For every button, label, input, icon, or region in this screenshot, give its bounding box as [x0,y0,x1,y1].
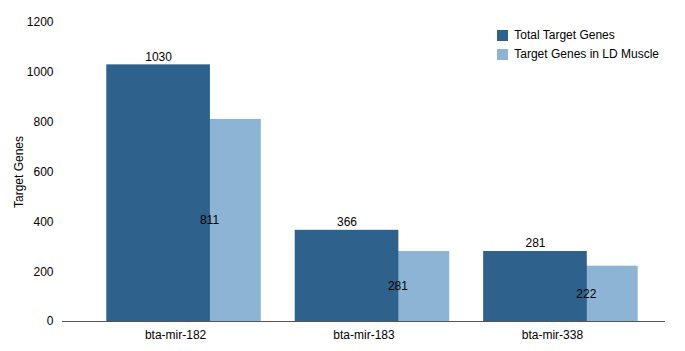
svg-text:1200: 1200 [27,15,54,29]
svg-text:Target Genes: Target Genes [12,136,26,208]
svg-text:281: 281 [525,236,545,250]
svg-text:281: 281 [388,279,408,293]
svg-text:811: 811 [200,213,219,227]
svg-text:800: 800 [33,115,53,129]
html-text:Total Target Genes: Total Target Genes [514,28,615,42]
svg-text:1000: 1000 [27,65,54,79]
html-text:Target Genes in LD Muscle: Target Genes in LD Muscle [514,47,659,62]
svg-text:366: 366 [337,215,357,229]
svg-text:bta-mir-338: bta-mir-338 [522,328,584,342]
svg-text:400: 400 [33,215,53,229]
svg-text:222: 222 [576,287,596,301]
svg-text:bta-mir-182: bta-mir-182 [145,328,207,342]
svg-text:0: 0 [47,314,54,328]
svg-text:200: 200 [33,265,53,279]
svg-text:600: 600 [33,165,53,179]
svg-text:bta-mir-183: bta-mir-183 [333,328,395,342]
svg-text:1030: 1030 [145,50,172,64]
